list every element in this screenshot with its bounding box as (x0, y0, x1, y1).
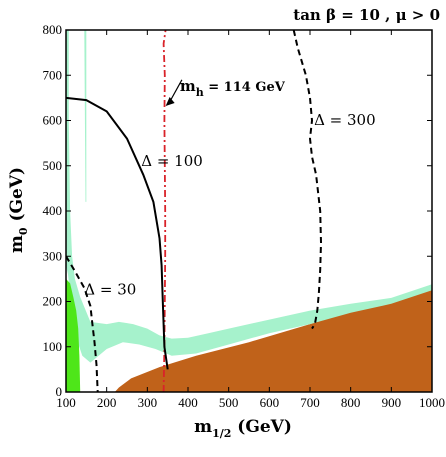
contour-300 (292, 30, 323, 330)
bright-green-region (66, 278, 81, 392)
x-axis: 100 200 300 400 500 600 700 800 900 1000 (56, 30, 445, 410)
x-tick-label: 800 (341, 395, 361, 410)
x-axis-label-m: m (194, 417, 212, 437)
mh-label-m: m (180, 77, 196, 95)
x-tick-label: 700 (300, 395, 320, 410)
excluded-region (114, 287, 432, 392)
relic-density-band (66, 30, 432, 363)
y-tick-label: 700 (43, 67, 63, 82)
mh-label: mh = 114 GeV (180, 77, 286, 99)
y-tick-label: 100 (43, 339, 63, 354)
x-tick-label: 100 (56, 395, 76, 410)
chart-title: tan β = 10 , μ > 0 (293, 6, 440, 24)
x-tick-label: 400 (178, 395, 198, 410)
contour-30 (66, 255, 99, 392)
y-axis-label-m: m (7, 235, 27, 253)
x-axis-label-sub: 1/2 (212, 427, 231, 440)
y-tick-label: 400 (43, 203, 63, 218)
y-tick-label: 500 (43, 158, 63, 173)
y-axis-label: m0 (GeV) (7, 167, 30, 253)
mh-label-value: = 114 GeV (204, 80, 286, 95)
y-tick-label: 800 (43, 22, 63, 37)
contour-100 (66, 96, 169, 370)
x-tick-label: 300 (138, 395, 158, 410)
mh-arrow-head (165, 97, 175, 107)
y-tick-label: 200 (43, 294, 63, 309)
x-tick-label: 200 (97, 395, 117, 410)
y-tick-label: 300 (43, 248, 63, 263)
relic-density-strip (84, 30, 87, 202)
mh-label-sub: h (196, 86, 204, 99)
mh-line (162, 30, 167, 392)
x-axis-label: m1/2 (GeV) (194, 417, 292, 440)
curves-layer (66, 30, 323, 392)
delta-label-300: Δ = 300 (314, 111, 376, 129)
x-axis-label-unit: (GeV) (231, 417, 292, 437)
y-axis: 0 100 200 300 400 500 600 700 800 (43, 22, 432, 399)
delta-label-100: Δ = 100 (141, 152, 203, 170)
regions-layer (66, 30, 432, 392)
x-tick-label: 900 (382, 395, 402, 410)
annotations-layer: mh = 114 GeV Δ = 300 Δ = 100 Δ = 30 (84, 77, 375, 299)
y-tick-label: 0 (56, 384, 63, 399)
x-tick-label: 600 (260, 395, 280, 410)
y-tick-label: 600 (43, 113, 63, 128)
y-axis-label-unit: (GeV) (7, 167, 27, 228)
y-axis-label-sub: 0 (17, 227, 30, 235)
mh-arrow (169, 79, 183, 103)
x-tick-label: 1000 (419, 395, 445, 410)
x-tick-label: 500 (219, 395, 239, 410)
delta-label-30: Δ = 30 (84, 281, 136, 299)
